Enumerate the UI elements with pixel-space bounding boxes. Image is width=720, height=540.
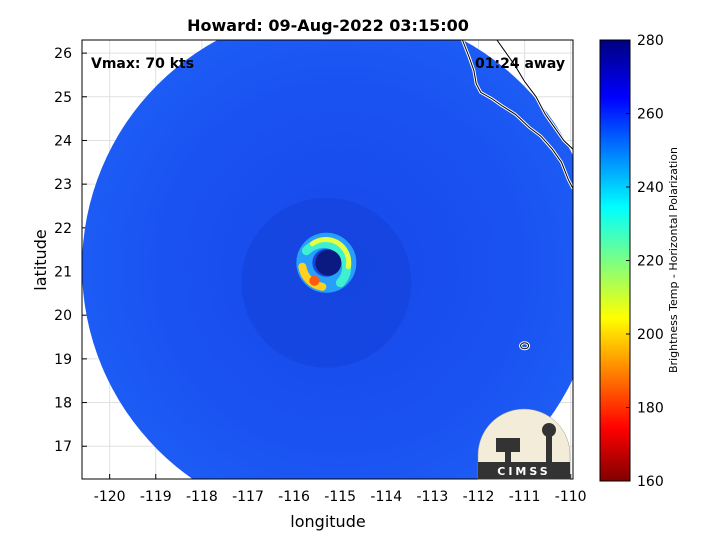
colorbar-tick-label: 240 <box>637 180 664 196</box>
coastline-outline <box>461 40 573 350</box>
y-tick-label: 22 <box>54 221 72 237</box>
eyewall-hotspot <box>309 275 320 286</box>
y-tick-label: 19 <box>54 352 72 368</box>
colorbar <box>599 39 631 482</box>
svg-text:CIMSS: CIMSS <box>497 465 550 478</box>
storm-eye <box>315 249 342 276</box>
colorbar-tick-labels: 160 180 200 220 240 260 280 <box>626 33 664 490</box>
colorbar-tick-label: 200 <box>637 327 664 343</box>
y-axis-label: latitude <box>31 229 50 290</box>
y-tick-label: 26 <box>54 46 72 62</box>
y-tick-label: 20 <box>54 308 72 324</box>
x-tick-label: -117 <box>232 489 264 505</box>
x-tick-label: -120 <box>94 489 126 505</box>
x-tick-label: -119 <box>140 489 172 505</box>
colorbar-tick-label: 160 <box>637 474 664 490</box>
x-tick-label: -115 <box>324 489 356 505</box>
x-tick-label: -112 <box>463 489 495 505</box>
y-tick-label: 21 <box>54 265 72 281</box>
x-axis-label: longitude <box>290 512 365 531</box>
y-tick-label: 24 <box>54 133 72 149</box>
y-tick-label: 17 <box>54 439 72 455</box>
colorbar-tick-label: 280 <box>637 33 664 49</box>
cimss-logo: CIMSS <box>477 408 571 480</box>
water-tower-icon <box>542 423 556 437</box>
x-tick-labels: -120 -119 -118 -117 -116 -115 -114 -113 -112 -111… <box>94 489 587 505</box>
x-tick-label: -111 <box>509 489 541 505</box>
time-offset-annotation: 01:24 away <box>475 56 565 72</box>
colorbar-tick-label: 220 <box>637 254 664 270</box>
y-tick-label: 25 <box>54 90 72 106</box>
x-tick-label: -114 <box>370 489 402 505</box>
vmax-annotation: Vmax: 70 kts <box>91 56 194 72</box>
y-tick-labels: 17 18 19 20 21 22 23 24 25 26 <box>54 46 72 455</box>
x-tick-label: -113 <box>416 489 448 505</box>
eyewall <box>296 232 357 293</box>
dish-icon <box>496 438 520 452</box>
colorbar-label: Brightness Temp - Horizontal Polarizatio… <box>667 147 680 373</box>
chart-title: Howard: 09-Aug-2022 03:15:00 <box>187 16 469 35</box>
axes-frame <box>81 39 574 480</box>
colorbar-tick-label: 180 <box>637 401 664 417</box>
x-tick-label: -116 <box>278 489 310 505</box>
y-tick-label: 23 <box>54 177 72 193</box>
colorbar-tick-label: 260 <box>637 107 664 123</box>
y-tick-label: 18 <box>54 396 72 412</box>
x-tick-label: -110 <box>555 489 587 505</box>
x-tick-label: -118 <box>186 489 218 505</box>
